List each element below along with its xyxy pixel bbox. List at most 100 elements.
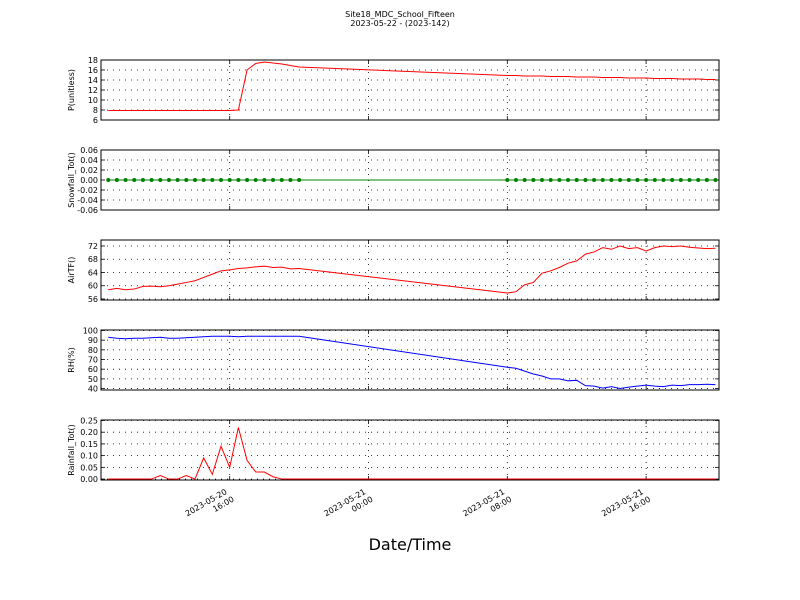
data-point	[158, 178, 163, 182]
data-point	[670, 178, 675, 182]
data-point	[644, 178, 649, 182]
y-tick-label: -0.04	[77, 196, 98, 205]
data-point	[513, 178, 518, 182]
data-point	[713, 178, 718, 182]
x-tick-label: 2023-05-21 16:00	[600, 486, 652, 527]
data-point	[574, 178, 579, 182]
data-point	[626, 178, 631, 182]
data-point	[253, 178, 258, 182]
data-point	[219, 178, 224, 182]
y-tick-label: 0.10	[80, 452, 98, 461]
y-tick-label: 0.00	[80, 475, 98, 484]
x-tick-label: 2023-05-21 00:00	[323, 486, 375, 527]
data-point	[618, 178, 623, 182]
data-point	[245, 178, 250, 182]
data-point	[114, 178, 119, 182]
data-point	[540, 178, 545, 182]
x-axis-label: Date/Time	[369, 535, 452, 554]
data-point	[236, 178, 241, 182]
y-tick-label: 16	[88, 66, 98, 75]
y-tick-label: -0.06	[77, 206, 98, 215]
data-line	[108, 335, 716, 390]
y-tick-label: 40	[88, 385, 98, 394]
y-tick-label: 12	[88, 86, 98, 95]
data-point	[704, 178, 709, 182]
chart-subtitle: 2023-05-22 - (2023-142)	[350, 19, 449, 28]
data-point	[192, 178, 197, 182]
y-tick-label: 80	[88, 346, 98, 355]
data-point	[635, 178, 640, 182]
y-tick-label: 14	[88, 76, 98, 85]
data-point	[548, 178, 553, 182]
y-tick-label: 18	[88, 56, 98, 65]
x-tick-label: 2023-05-21 08:00	[461, 486, 513, 527]
plot-frame	[100, 239, 720, 301]
y-axis-label: Rainfall_Tot()	[67, 424, 76, 476]
data-point	[201, 178, 206, 182]
y-axis-label: P(unitless)	[67, 69, 76, 111]
y-tick-label: 56	[88, 295, 98, 304]
data-point	[175, 178, 180, 182]
y-tick-label: 0.15	[80, 440, 98, 449]
chart-title: Site18_MDC_School_Fifteen	[345, 10, 455, 19]
data-point	[288, 178, 293, 182]
data-point	[661, 178, 666, 182]
data-point	[687, 178, 692, 182]
y-tick-label: 60	[88, 282, 98, 291]
y-tick-label: 64	[88, 268, 98, 277]
data-point	[522, 178, 527, 182]
data-point	[184, 178, 189, 182]
y-tick-label: 8	[93, 106, 98, 115]
data-line	[108, 61, 716, 111]
y-axis-label: RH(%)	[67, 347, 76, 372]
y-tick-label: 10	[88, 96, 98, 105]
data-point	[140, 178, 145, 182]
data-point	[696, 178, 701, 182]
y-tick-label: 70	[88, 356, 98, 365]
data-point	[531, 178, 536, 182]
data-point	[166, 178, 171, 182]
data-point	[271, 178, 276, 182]
data-point	[609, 178, 614, 182]
data-point	[210, 178, 215, 182]
y-axis-label: Snowfall_Tot()	[67, 152, 76, 208]
y-tick-label: 0.25	[80, 416, 98, 425]
y-tick-label: 50	[88, 375, 98, 384]
y-tick-label: 0.04	[80, 156, 98, 165]
data-point	[652, 178, 657, 182]
x-tick-label: 2023-05-20 16:00	[184, 486, 236, 527]
data-point	[262, 178, 267, 182]
data-line	[108, 427, 716, 480]
data-point	[592, 178, 597, 182]
plot-frame	[100, 59, 720, 121]
y-tick-label: -0.02	[77, 186, 98, 195]
y-tick-label: 6	[93, 116, 98, 125]
data-point	[566, 178, 571, 182]
y-tick-label: 100	[83, 326, 98, 335]
data-point	[600, 178, 605, 182]
plot-frame	[100, 419, 720, 481]
data-point	[227, 178, 232, 182]
y-tick-label: 68	[88, 255, 98, 264]
data-point	[132, 178, 137, 182]
data-point	[123, 178, 128, 182]
y-tick-label: 0.20	[80, 428, 98, 437]
plot-frame	[100, 329, 720, 391]
y-tick-label: 60	[88, 365, 98, 374]
y-tick-label: 90	[88, 336, 98, 345]
y-tick-label: 0.05	[80, 463, 98, 472]
data-point	[678, 178, 683, 182]
data-point	[583, 178, 588, 182]
data-line	[108, 245, 716, 294]
y-tick-label: 72	[88, 242, 98, 251]
data-point	[297, 178, 302, 182]
y-tick-label: 0.06	[80, 146, 98, 155]
data-point	[106, 178, 111, 182]
y-tick-label: 0.00	[80, 176, 98, 185]
data-point	[557, 178, 562, 182]
data-point	[505, 178, 510, 182]
y-tick-label: 0.02	[80, 166, 98, 175]
data-point	[279, 178, 284, 182]
